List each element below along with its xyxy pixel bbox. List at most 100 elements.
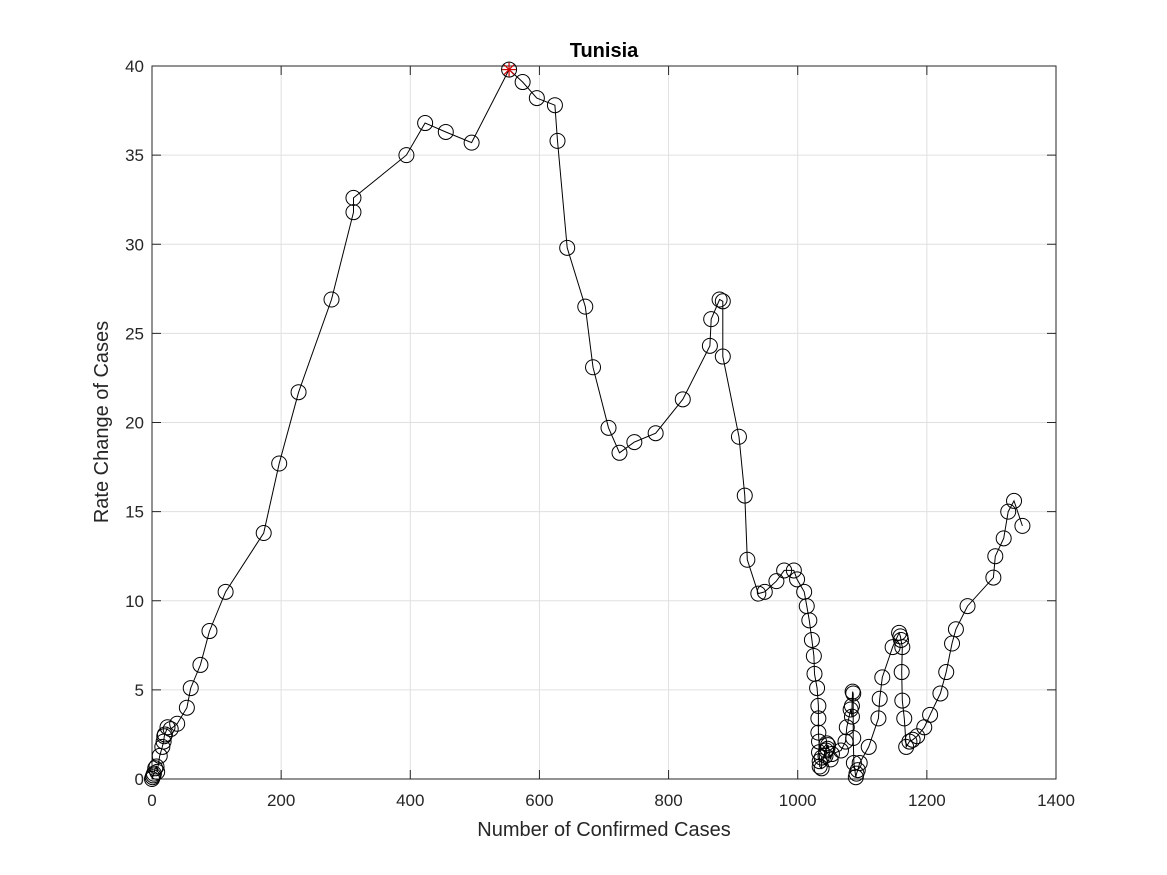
data-point bbox=[801, 612, 818, 629]
data-point bbox=[893, 631, 910, 648]
data-point bbox=[217, 583, 234, 600]
data-point bbox=[843, 708, 860, 725]
chart-title: Tunisia bbox=[570, 40, 639, 62]
y-axis-label: Rate Change of Cases bbox=[91, 321, 113, 523]
data-point bbox=[290, 384, 307, 401]
data-point bbox=[810, 697, 827, 714]
y-tick-label: 35 bbox=[125, 146, 144, 165]
data-point bbox=[323, 291, 340, 308]
data-point bbox=[730, 428, 747, 445]
data-point bbox=[896, 710, 913, 727]
y-tick-label: 30 bbox=[125, 235, 144, 254]
data-point bbox=[845, 730, 862, 747]
data-point bbox=[810, 710, 827, 727]
data-point bbox=[904, 731, 921, 748]
data-point bbox=[255, 525, 272, 542]
x-tick-label: 800 bbox=[654, 791, 682, 810]
data-point bbox=[1006, 492, 1023, 509]
y-tick-label: 25 bbox=[125, 324, 144, 343]
data-point bbox=[849, 762, 866, 779]
data-point bbox=[600, 419, 617, 436]
data-point bbox=[818, 735, 835, 752]
data-point bbox=[870, 710, 887, 727]
data-point bbox=[626, 434, 643, 451]
data-point bbox=[947, 621, 964, 638]
data-point bbox=[559, 239, 576, 256]
data-point bbox=[514, 74, 531, 91]
data-series bbox=[144, 61, 1031, 787]
data-point bbox=[437, 123, 454, 140]
y-tick-label: 15 bbox=[125, 503, 144, 522]
x-tick-label: 400 bbox=[396, 791, 424, 810]
data-point bbox=[987, 548, 1004, 565]
data-point bbox=[463, 134, 480, 151]
data-point bbox=[159, 719, 176, 736]
data-point bbox=[938, 664, 955, 681]
data-point bbox=[156, 726, 173, 743]
x-axis-label: Number of Confirmed Cases bbox=[477, 819, 730, 841]
data-point bbox=[169, 715, 186, 732]
data-point bbox=[843, 697, 860, 714]
data-point bbox=[995, 530, 1012, 547]
data-point bbox=[932, 685, 949, 702]
data-point bbox=[860, 738, 877, 755]
data-point bbox=[192, 656, 209, 673]
data-point bbox=[959, 598, 976, 615]
data-point bbox=[805, 648, 822, 665]
data-point bbox=[147, 760, 164, 777]
y-tick-label: 40 bbox=[125, 57, 144, 76]
data-point bbox=[162, 721, 179, 738]
data-point bbox=[803, 631, 820, 648]
data-point bbox=[703, 311, 720, 328]
data-point bbox=[785, 562, 802, 579]
data-point bbox=[1000, 503, 1017, 520]
data-point bbox=[549, 132, 566, 149]
data-point bbox=[823, 746, 840, 763]
data-point bbox=[789, 571, 806, 588]
series-line bbox=[151, 68, 1023, 780]
x-tick-label: 0 bbox=[147, 791, 156, 810]
y-tick-label: 0 bbox=[135, 770, 144, 789]
y-tick-label: 20 bbox=[125, 414, 144, 433]
x-tick-label: 1400 bbox=[1037, 791, 1075, 810]
data-point bbox=[674, 391, 691, 408]
data-point bbox=[832, 742, 849, 759]
data-point bbox=[837, 733, 854, 750]
data-point bbox=[647, 425, 664, 442]
data-point bbox=[871, 690, 888, 707]
data-point bbox=[776, 562, 793, 579]
data-point bbox=[345, 204, 362, 221]
data-point bbox=[817, 747, 834, 764]
data-point bbox=[271, 455, 288, 472]
data-point bbox=[611, 444, 628, 461]
x-tick-label: 200 bbox=[267, 791, 295, 810]
data-point bbox=[739, 551, 756, 568]
data-point bbox=[714, 293, 731, 310]
data-point bbox=[711, 291, 728, 308]
data-point bbox=[822, 751, 839, 768]
data-point bbox=[398, 147, 415, 164]
data-point bbox=[894, 639, 911, 656]
data-point bbox=[528, 90, 545, 107]
x-tick-label: 1000 bbox=[779, 791, 817, 810]
data-point bbox=[985, 569, 1002, 586]
data-point bbox=[701, 337, 718, 354]
data-point bbox=[149, 763, 166, 780]
data-point bbox=[845, 685, 862, 702]
data-point bbox=[736, 487, 753, 504]
data-point bbox=[893, 664, 910, 681]
data-point bbox=[1014, 517, 1031, 534]
data-point bbox=[750, 585, 767, 602]
data-point bbox=[201, 623, 218, 640]
data-point bbox=[756, 583, 773, 600]
data-point bbox=[851, 754, 868, 771]
y-axis-ticks: 0 5 10 15 20 25 30 35 40 bbox=[125, 57, 1056, 789]
peak-marker-stroke bbox=[503, 64, 515, 75]
data-point bbox=[585, 359, 602, 376]
data-point bbox=[901, 733, 918, 750]
data-point bbox=[813, 760, 830, 777]
data-point bbox=[145, 765, 162, 782]
data-point bbox=[810, 724, 827, 741]
data-point bbox=[178, 699, 195, 716]
x-tick-label: 1200 bbox=[908, 791, 946, 810]
